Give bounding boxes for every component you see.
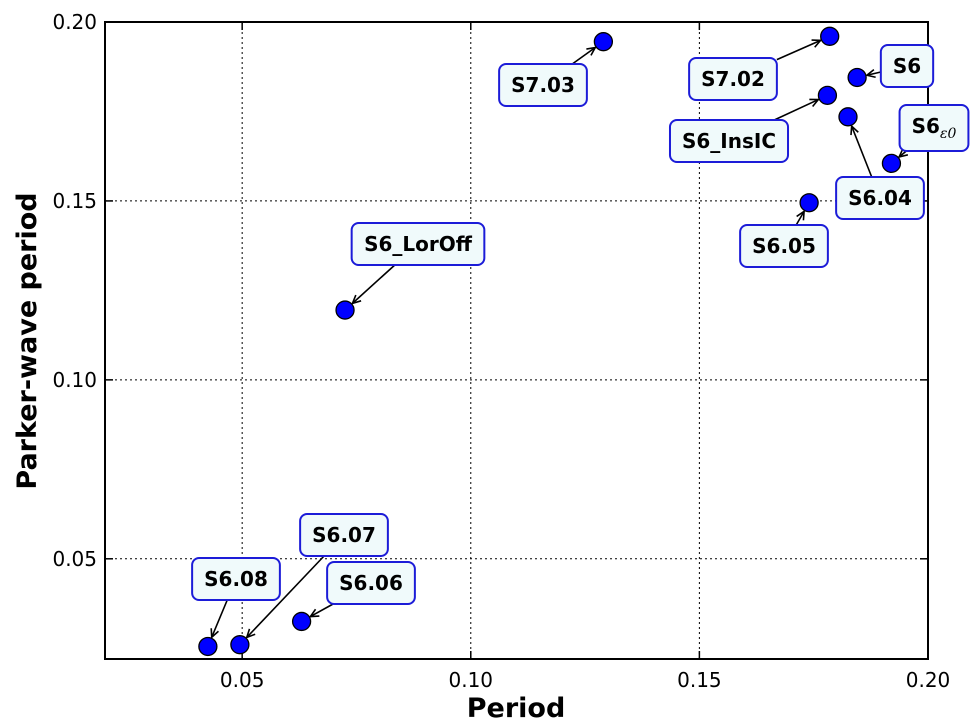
y-tick-label: 0.10 — [52, 368, 97, 392]
annotation-arrow — [571, 46, 597, 65]
plot-area — [104, 21, 929, 660]
y-tick-label: 0.20 — [52, 10, 97, 34]
point-annotation: S6ε0 — [898, 104, 970, 152]
annotation-box — [299, 513, 389, 557]
data-point — [817, 85, 838, 106]
annotation-label: S7.02 — [701, 67, 765, 91]
annotation-box — [898, 104, 970, 152]
data-point — [230, 635, 250, 655]
data-point — [820, 26, 840, 46]
point-annotation: S6_InsIC — [668, 119, 790, 163]
annotation-label: S6_LorOff — [364, 232, 473, 256]
point-annotation: S7.02 — [688, 57, 778, 101]
annotation-arrow — [897, 148, 909, 159]
annotation-label: S7.03 — [511, 73, 575, 97]
data-point — [198, 636, 218, 657]
axis-ticks: 0.05 0.10 0.15 0.20 0.05 0.10 0.15 0.20 — [52, 10, 950, 692]
annotation-box — [191, 557, 281, 601]
annotation-arrow — [245, 555, 325, 639]
annotation-arrow — [795, 209, 806, 226]
annotation-label: S6.07 — [312, 523, 376, 547]
annotation-box — [350, 222, 486, 266]
data-point — [881, 153, 902, 174]
point-annotation: S6.08 — [191, 557, 281, 601]
annotation-arrow — [776, 39, 823, 61]
annotation-box — [326, 561, 416, 605]
annotation-label: S6.06 — [339, 571, 403, 595]
data-point — [335, 300, 355, 320]
y-axis-label: Parker-wave period — [12, 192, 43, 489]
y-tick-label: 0.05 — [52, 547, 97, 571]
annotation-arrow — [210, 599, 228, 639]
annotation-box — [688, 57, 778, 101]
annotation-arrow — [850, 124, 873, 178]
annotation-arrow — [351, 264, 396, 305]
x-tick-label: 0.05 — [220, 668, 265, 692]
data-point — [838, 107, 858, 127]
x-axis-label: Period — [467, 693, 566, 723]
annotation-label: S6.04 — [848, 186, 912, 210]
point-annotation: S6.04 — [835, 176, 925, 220]
x-tick-label: 0.15 — [677, 668, 722, 692]
annotation-box — [498, 63, 588, 107]
annotation-box — [739, 224, 829, 268]
point-annotation: S6.06 — [326, 561, 416, 605]
point-annotation: S6.05 — [739, 224, 829, 268]
point-annotation: S6 — [879, 44, 935, 88]
annotation-arrows — [210, 39, 909, 639]
x-tick-label: 0.20 — [906, 668, 951, 692]
data-point — [847, 67, 867, 88]
annotation-label: S6 — [893, 54, 921, 78]
annotation-arrow — [865, 68, 882, 79]
annotation-arrow — [308, 603, 334, 618]
annotations: S7.03 S7.02 S6 S6_InsIC S6.04 S6ε0 S6.05 S6_Lor… — [191, 44, 970, 605]
annotation-label: S6.08 — [204, 567, 268, 591]
annotation-box — [879, 44, 935, 88]
point-annotation: S7.03 — [498, 63, 588, 107]
data-point — [799, 193, 819, 213]
data-point — [291, 611, 312, 632]
y-tick-label: 0.15 — [52, 189, 97, 213]
point-annotation: S6.07 — [299, 513, 389, 557]
data-point — [593, 32, 614, 52]
annotation-arrow — [773, 98, 821, 121]
annotation-label: S6.05 — [752, 234, 816, 258]
annotation-box — [668, 119, 790, 163]
annotation-label: S6_InsIC — [682, 129, 776, 153]
annotation-box — [835, 176, 925, 220]
data-points — [198, 26, 902, 657]
point-annotation: S6_LorOff — [350, 222, 486, 266]
x-tick-label: 0.10 — [449, 668, 494, 692]
